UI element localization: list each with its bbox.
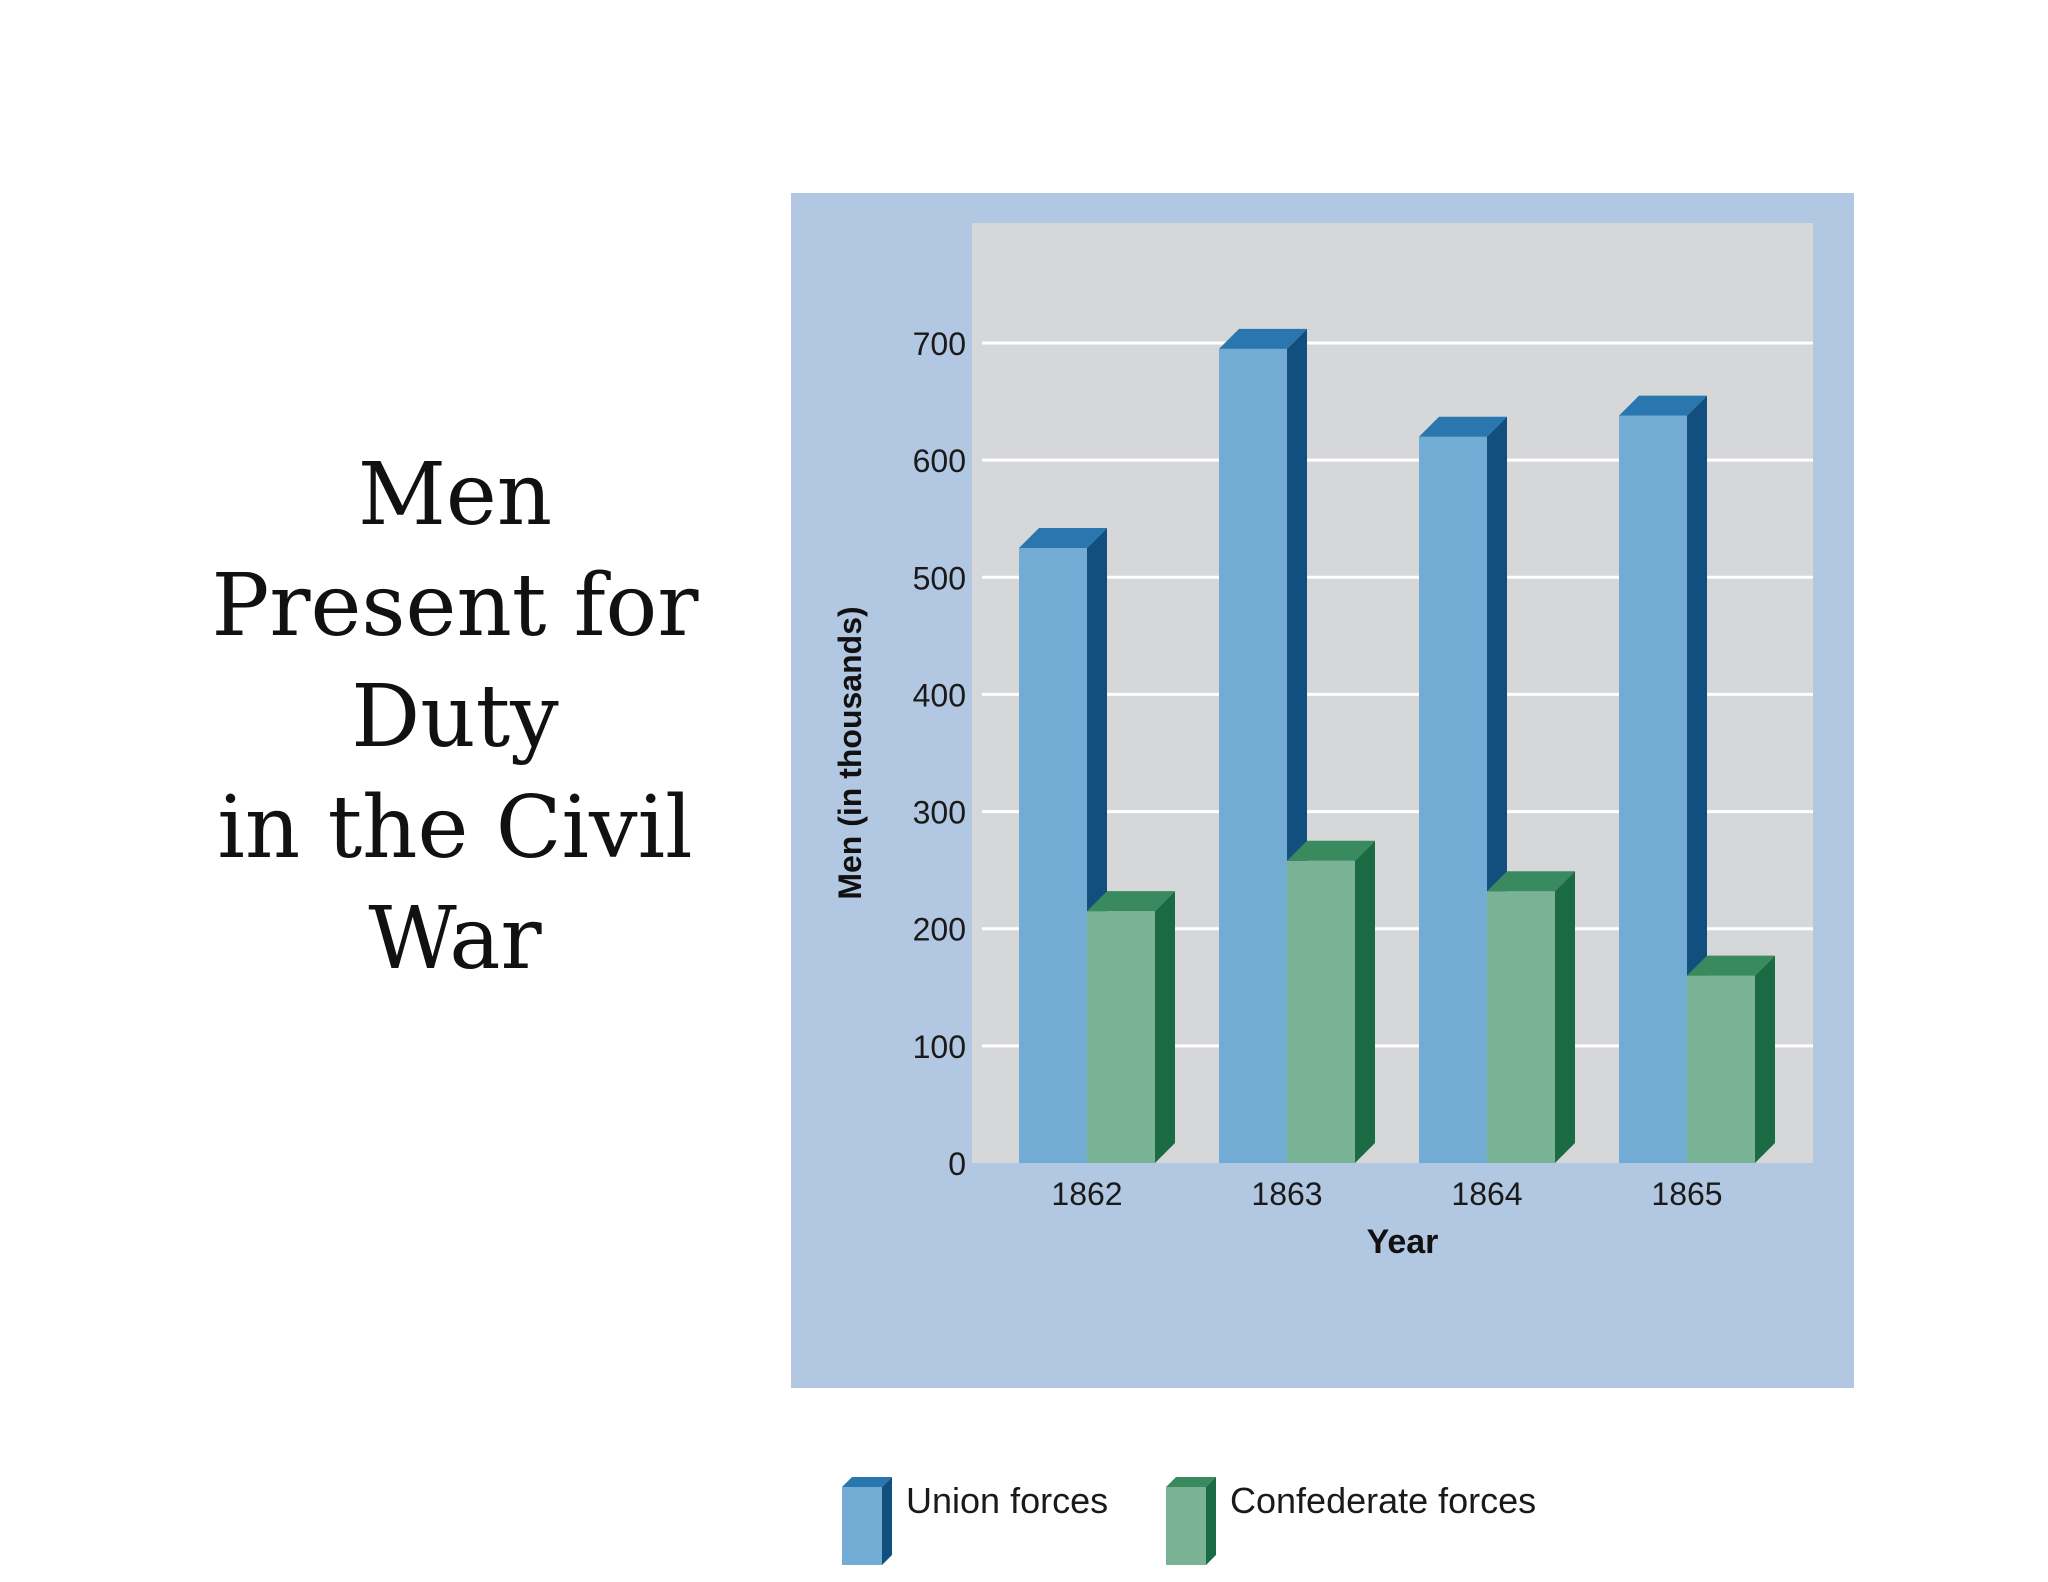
y-tick-label-400: 400 [913,677,966,713]
x-tick-label-1862: 1862 [1051,1176,1122,1212]
bar-confederate-1862-top [1087,891,1175,912]
x-tick-label-1865: 1865 [1651,1176,1722,1212]
bar-confederate-1864-front [1487,891,1555,1163]
bar-confederate-1862-front [1087,911,1155,1163]
bar-confederate-1862-side [1155,891,1175,1163]
bar-union-1863-front [1219,348,1287,1163]
legend-item-union: Union forces [842,1477,1108,1565]
bar-chart: 0 100 200 300 400 500 600 700 Men (in thousands)… [832,223,1813,1261]
bar-union-1865-top [1619,395,1707,416]
legend-swatch-confederate-side [1206,1477,1216,1565]
legend-swatch-union-side [882,1477,892,1565]
y-tick-label-300: 300 [913,795,966,831]
bar-union-1862-top [1019,528,1107,548]
bar-union-1864-front [1419,436,1487,1163]
bar-confederate-1865-top [1687,955,1775,976]
y-tick-label-600: 600 [913,443,966,479]
chart-panel: 0 100 200 300 400 500 600 700 Men (in thousands)… [791,193,1854,1565]
title-line-1: Men [357,445,553,545]
bar-confederate-1865-side [1755,955,1775,1163]
title-line-2: Present for [211,556,699,656]
bar-union-1865-front [1619,415,1687,1164]
legend-swatch-union [842,1477,892,1565]
title-line-5: War [368,889,542,989]
legend-swatch-confederate [1166,1477,1216,1565]
x-tick-label-1863: 1863 [1251,1176,1322,1212]
bar-confederate-1863-side [1355,840,1375,1163]
legend-item-confederate: Confederate forces [1166,1477,1536,1565]
bar-union-1864-top [1419,416,1507,437]
bar-confederate-1863-front [1287,860,1355,1163]
legend-label-confederate: Confederate forces [1230,1480,1537,1521]
legend-swatch-union-top [842,1477,892,1487]
legend-label-union: Union forces [906,1480,1109,1521]
legend-swatch-union-front [842,1487,882,1565]
legend-swatch-confederate-front [1166,1487,1206,1565]
title-line-4: in the Civil [217,778,693,878]
bar-union-1863-top [1219,328,1307,349]
bar-confederate-1864-side [1555,871,1575,1163]
bar-confederate-1864-top [1487,871,1575,892]
y-tick-label-100: 100 [913,1029,966,1065]
y-tick-label-0: 0 [948,1146,966,1182]
legend-swatch-confederate-top [1166,1477,1216,1487]
y-tick-label-200: 200 [913,912,966,948]
x-axis-label: Year [1367,1223,1439,1261]
y-tick-label-500: 500 [913,560,966,596]
bar-confederate-1865-front [1687,975,1755,1163]
y-axis-label: Men (in thousands) [832,606,868,899]
slide-title: Men Present for Duty in the Civil War [120,440,790,995]
title-line-3: Duty [351,667,559,767]
bar-confederate-1863-top [1287,840,1375,861]
y-tick-label-700: 700 [913,326,966,362]
bar-union-1862-front [1019,548,1087,1163]
x-tick-label-1864: 1864 [1451,1176,1522,1212]
